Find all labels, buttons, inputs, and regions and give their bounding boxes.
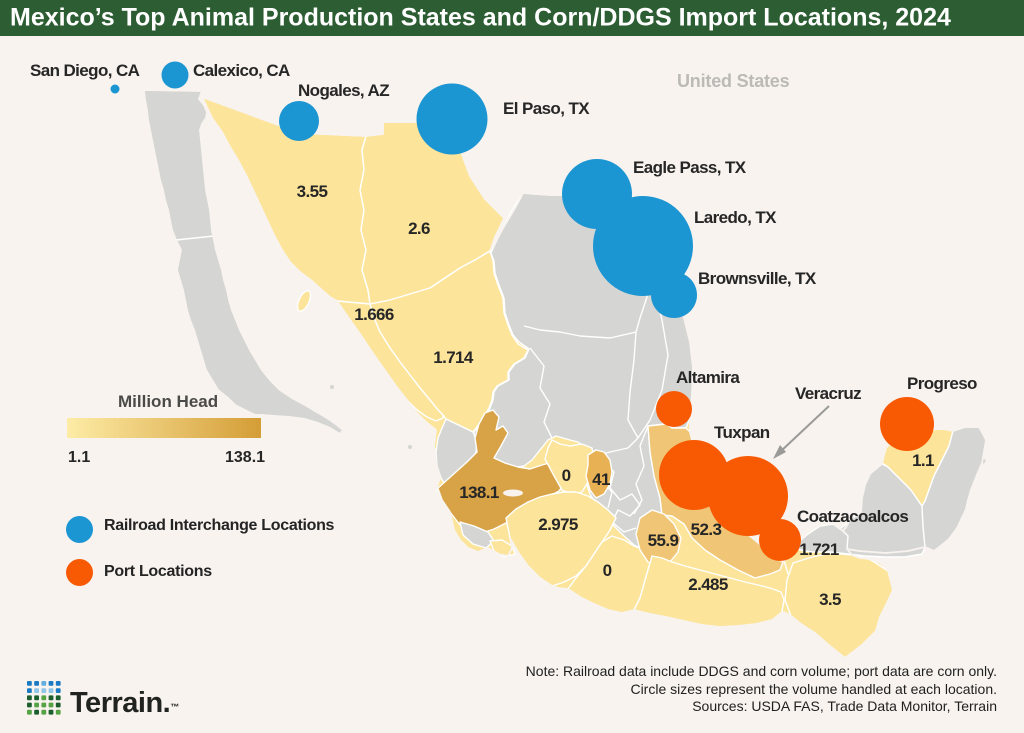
svg-text:2.975: 2.975 (538, 515, 578, 534)
svg-text:1.721: 1.721 (799, 540, 839, 559)
svg-text:3.55: 3.55 (297, 182, 328, 201)
svg-text:3.5: 3.5 (819, 590, 841, 609)
svg-text:0: 0 (562, 466, 571, 485)
svg-text:52.3: 52.3 (691, 520, 722, 539)
svg-text:2.6: 2.6 (408, 219, 430, 238)
svg-text:0: 0 (603, 561, 612, 580)
svg-text:41: 41 (592, 470, 610, 489)
svg-text:55.9: 55.9 (648, 531, 679, 550)
svg-text:1.714: 1.714 (433, 348, 474, 367)
svg-text:1.1: 1.1 (912, 451, 934, 470)
svg-text:138.1: 138.1 (459, 483, 499, 502)
svg-text:2.485: 2.485 (688, 575, 728, 594)
svg-text:1.666: 1.666 (354, 305, 394, 324)
